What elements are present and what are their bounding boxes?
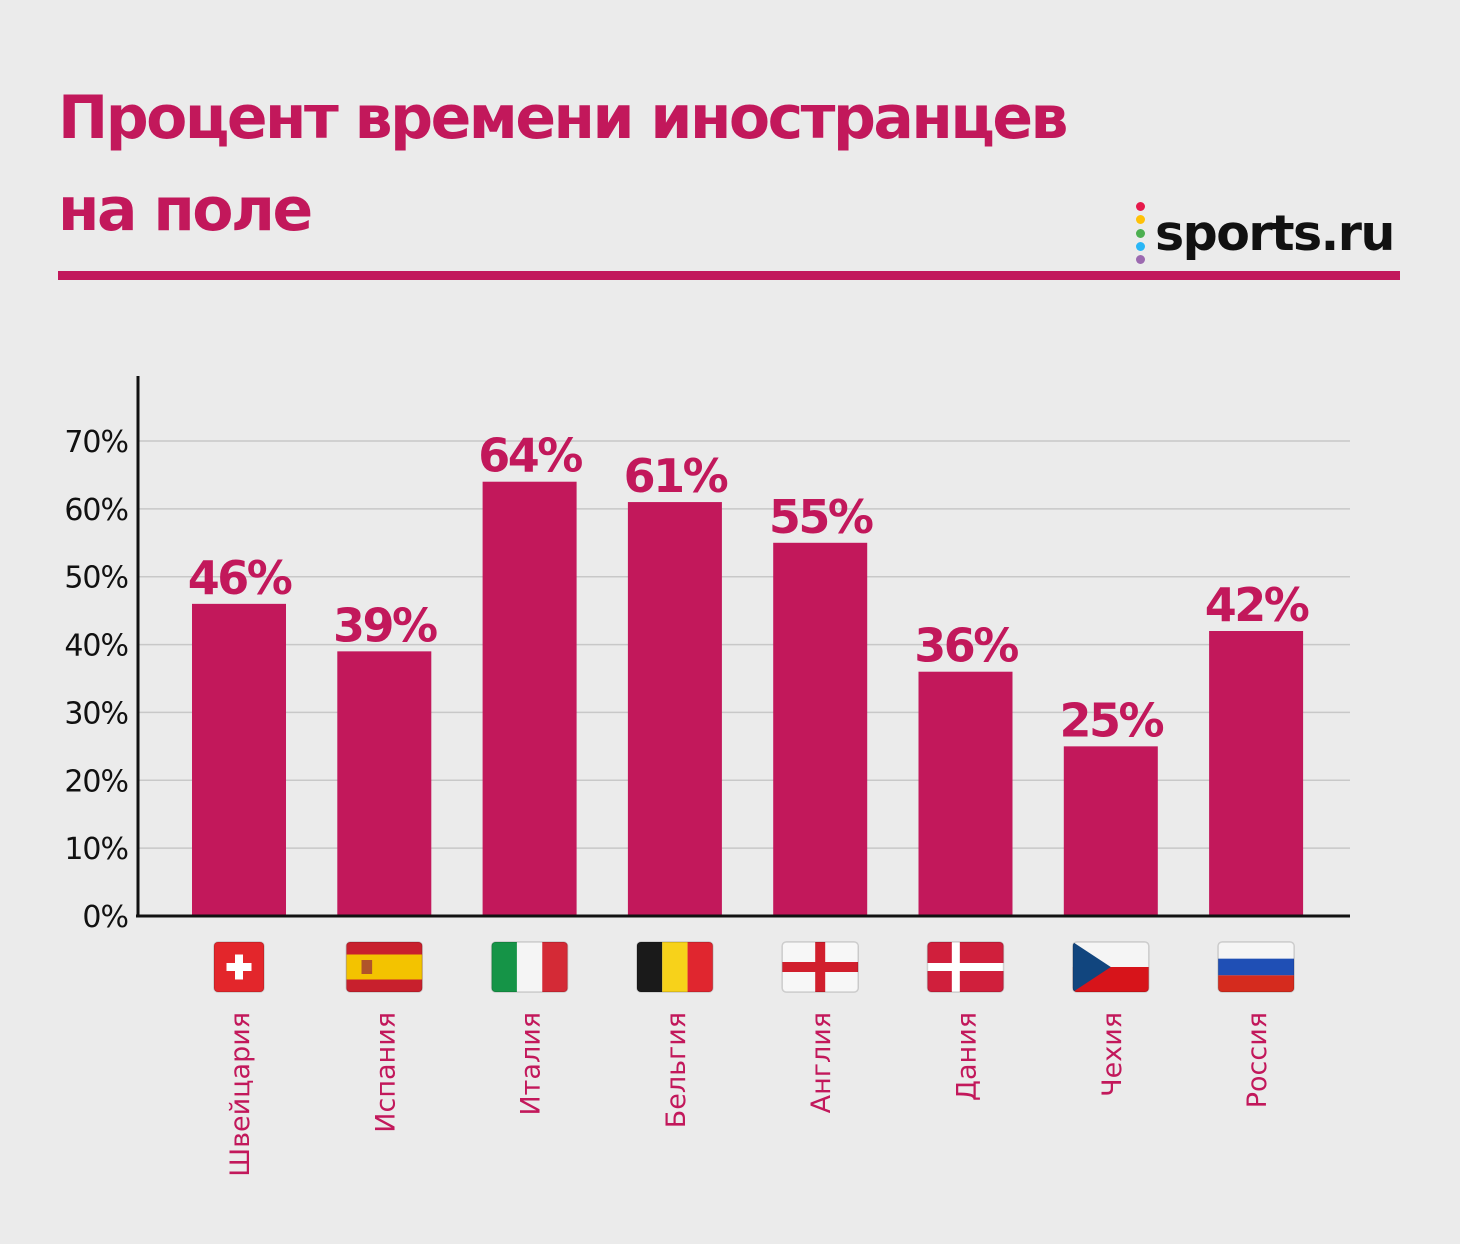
chart-title: Процент времени иностранцев на поле xyxy=(58,72,1108,256)
brand-dot xyxy=(1136,228,1145,238)
grid-lines xyxy=(138,440,1350,849)
brand-dots-icon xyxy=(1136,202,1145,264)
bar xyxy=(627,502,722,916)
value-label: 25% xyxy=(1059,693,1163,747)
value-label: 55% xyxy=(769,490,873,544)
category-label: Англия xyxy=(806,1012,837,1113)
y-tick-label: 30% xyxy=(64,696,128,731)
bars xyxy=(192,481,1304,916)
value-label: 46% xyxy=(188,551,292,605)
flag-russia-icon xyxy=(1217,941,1295,993)
flag-england-icon xyxy=(781,941,859,993)
value-label: 61% xyxy=(624,449,728,503)
category-label: Дания xyxy=(952,1012,983,1101)
bar xyxy=(1209,631,1304,916)
y-tick-label: 70% xyxy=(64,425,128,460)
brand-dot xyxy=(1136,241,1145,251)
bar xyxy=(337,651,432,916)
bar xyxy=(1063,746,1158,916)
bar xyxy=(482,481,577,916)
value-label: 39% xyxy=(333,598,437,652)
brand-name: sports.ru xyxy=(1155,204,1395,262)
category-label: Италия xyxy=(516,1012,547,1116)
flag-belgium-icon xyxy=(636,941,714,993)
value-label: 42% xyxy=(1205,578,1309,632)
axes xyxy=(136,376,1350,918)
y-tick-label: 20% xyxy=(64,764,128,799)
brand-dot xyxy=(1136,215,1145,225)
y-tick-label: 10% xyxy=(64,832,128,867)
brand-logo: sports.ru xyxy=(1136,200,1395,266)
category-label: Швейцария xyxy=(225,1012,256,1177)
title-line-2: на поле xyxy=(58,175,313,245)
value-labels: 46% 39% 64% 61% 55% 36% 25% 42% xyxy=(188,429,1312,748)
y-axis-ticks: 0% 10% 20% 30% 40% 50% 60% 70% xyxy=(64,425,129,935)
x-axis-labels: Швейцария Испания Италия Бельгия Англия Дания… xyxy=(225,1012,1273,1177)
title-line-1: Процент времени иностранцев xyxy=(58,83,1069,153)
flag-switzerland-icon xyxy=(213,941,265,993)
brand-dot xyxy=(1136,202,1145,211)
title-divider xyxy=(58,271,1400,280)
flag-italy-icon xyxy=(490,941,569,993)
bar xyxy=(773,542,868,916)
brand-dot xyxy=(1136,255,1145,264)
value-label: 64% xyxy=(478,429,582,483)
category-label: Россия xyxy=(1242,1012,1273,1108)
category-label: Испания xyxy=(370,1012,401,1133)
y-tick-label: 40% xyxy=(64,629,128,664)
y-tick-label: 0% xyxy=(82,900,128,935)
category-label: Бельгия xyxy=(661,1012,692,1128)
flag-denmark-icon xyxy=(926,941,1005,993)
y-tick-label: 60% xyxy=(64,493,128,528)
bar xyxy=(192,603,286,916)
category-flags xyxy=(213,941,1295,993)
flag-spain-icon xyxy=(345,941,424,993)
value-label: 36% xyxy=(914,619,1018,673)
category-label: Чехия xyxy=(1097,1012,1128,1097)
flag-czechia-icon xyxy=(1072,941,1150,993)
y-tick-label: 50% xyxy=(64,561,128,596)
bar xyxy=(918,671,1013,916)
